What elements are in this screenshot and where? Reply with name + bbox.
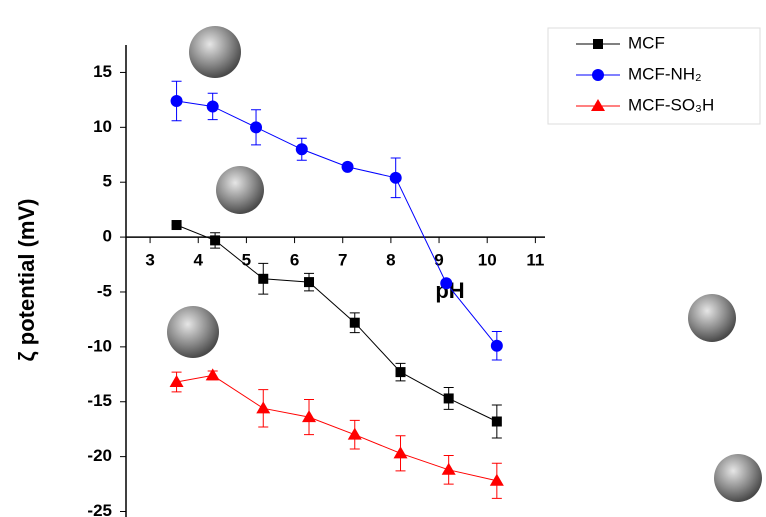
series-line [176, 100, 498, 347]
legend-label: MCF-SO₃H [628, 95, 714, 114]
x-tick-label: 11 [526, 251, 544, 270]
marker [295, 143, 308, 156]
y-tick-label: -10 [87, 336, 112, 355]
marker [491, 416, 502, 427]
marker [304, 277, 315, 288]
marker [490, 339, 503, 352]
y-tick-label: 0 [103, 227, 112, 246]
x-tick-label: 6 [290, 251, 299, 270]
x-tick-label: 10 [478, 251, 497, 270]
y-tick-label: 15 [93, 62, 112, 81]
y-tick-label: -25 [87, 501, 112, 517]
y-tick-label: 5 [103, 172, 112, 191]
marker [256, 401, 271, 414]
x-tick-label: 7 [338, 251, 347, 270]
legend-marker [592, 69, 604, 81]
marker [302, 410, 317, 423]
marker [341, 160, 354, 173]
x-tick-label: 4 [194, 251, 204, 270]
x-tick-label: 3 [145, 251, 154, 270]
marker [389, 171, 402, 184]
marker [169, 374, 184, 387]
marker [443, 393, 454, 404]
series-line [176, 374, 497, 482]
y-tick-label: 10 [93, 117, 112, 136]
legend-marker [591, 99, 605, 111]
marker [440, 277, 453, 290]
marker [171, 220, 182, 231]
x-tick-label: 9 [434, 251, 443, 270]
marker [258, 273, 269, 284]
marker [489, 473, 504, 486]
marker [206, 100, 219, 113]
marker [170, 94, 183, 107]
marker [441, 462, 456, 475]
y-tick-label: -15 [87, 391, 112, 410]
marker [347, 427, 362, 440]
y-tick-label: -5 [97, 281, 112, 300]
x-tick-label: 8 [386, 251, 395, 270]
marker [349, 317, 360, 328]
legend-marker [593, 39, 603, 49]
marker [250, 121, 263, 134]
legend-label: MCF-NH₂ [628, 64, 702, 83]
nanoparticle-icons [167, 26, 762, 502]
marker [205, 368, 220, 381]
legend-label: MCF [628, 33, 665, 52]
marker [395, 367, 406, 378]
x-tick-label: 5 [242, 251, 251, 270]
marker [393, 446, 408, 459]
marker [210, 235, 221, 246]
series-line [176, 224, 498, 422]
y-tick-label: -20 [87, 446, 112, 465]
y-axis-label: ζ potential (mV) [14, 199, 39, 362]
